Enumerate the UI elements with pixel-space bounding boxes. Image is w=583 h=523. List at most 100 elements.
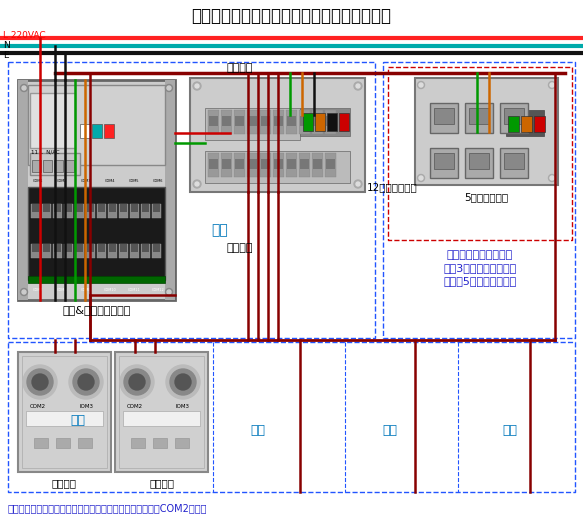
FancyBboxPatch shape [153,204,160,212]
Circle shape [78,374,94,390]
FancyBboxPatch shape [208,153,219,177]
FancyBboxPatch shape [430,103,458,133]
Circle shape [419,83,423,87]
FancyBboxPatch shape [109,204,116,212]
FancyBboxPatch shape [274,159,283,169]
Text: 科力屋基于总线分接器的系统总线连接示意图: 科力屋基于总线分接器的系统总线连接示意图 [191,7,391,25]
Circle shape [356,182,360,186]
Text: IOM3: IOM3 [79,404,93,410]
Text: N: N [3,41,10,51]
FancyBboxPatch shape [300,108,350,136]
Text: COM4: COM4 [105,179,115,183]
FancyBboxPatch shape [32,204,39,212]
FancyBboxPatch shape [465,148,493,178]
Circle shape [193,180,201,188]
FancyBboxPatch shape [75,204,84,218]
FancyBboxPatch shape [28,85,165,165]
Circle shape [175,374,191,390]
FancyBboxPatch shape [53,204,62,218]
FancyBboxPatch shape [65,244,72,252]
Circle shape [22,86,26,90]
Circle shape [27,369,53,395]
FancyBboxPatch shape [299,110,310,134]
FancyBboxPatch shape [500,148,528,178]
Text: COMB: COMB [80,288,92,292]
FancyBboxPatch shape [64,204,73,218]
FancyBboxPatch shape [430,148,458,178]
Text: 智能开关: 智能开关 [149,478,174,488]
FancyBboxPatch shape [115,352,208,472]
Circle shape [167,290,171,294]
FancyBboxPatch shape [141,204,150,218]
FancyBboxPatch shape [208,110,219,134]
FancyBboxPatch shape [534,116,545,132]
Text: COM3: COM3 [81,179,92,183]
FancyBboxPatch shape [313,159,322,169]
FancyBboxPatch shape [175,438,189,448]
FancyBboxPatch shape [119,244,128,258]
Circle shape [166,85,173,92]
FancyBboxPatch shape [300,116,309,126]
FancyBboxPatch shape [469,108,489,124]
FancyBboxPatch shape [31,244,40,258]
Text: COM2: COM2 [127,404,143,410]
FancyBboxPatch shape [205,151,350,183]
FancyBboxPatch shape [130,204,139,218]
FancyBboxPatch shape [42,204,51,218]
FancyBboxPatch shape [287,159,296,169]
FancyBboxPatch shape [209,159,218,169]
Text: COM5: COM5 [129,179,139,183]
FancyBboxPatch shape [65,204,72,212]
FancyBboxPatch shape [209,116,218,126]
FancyBboxPatch shape [98,204,105,212]
FancyBboxPatch shape [76,204,83,212]
FancyBboxPatch shape [18,352,111,472]
Circle shape [417,175,424,181]
FancyBboxPatch shape [130,244,139,258]
FancyBboxPatch shape [274,116,283,126]
FancyBboxPatch shape [34,438,48,448]
FancyBboxPatch shape [221,110,232,134]
FancyBboxPatch shape [86,244,95,258]
FancyBboxPatch shape [248,159,257,169]
Text: 主卧: 主卧 [382,424,398,437]
FancyBboxPatch shape [313,116,322,126]
Circle shape [166,365,200,399]
Circle shape [120,365,154,399]
Circle shape [22,290,26,294]
FancyBboxPatch shape [286,153,297,177]
FancyBboxPatch shape [141,244,150,258]
Text: COM10: COM10 [104,288,117,292]
FancyBboxPatch shape [97,204,106,218]
FancyBboxPatch shape [247,110,258,134]
FancyBboxPatch shape [325,153,336,177]
FancyBboxPatch shape [260,110,271,134]
FancyBboxPatch shape [28,276,165,283]
FancyBboxPatch shape [327,113,337,131]
FancyBboxPatch shape [325,110,336,134]
FancyBboxPatch shape [53,244,62,258]
FancyBboxPatch shape [287,116,296,126]
FancyBboxPatch shape [222,159,231,169]
FancyBboxPatch shape [31,204,40,218]
FancyBboxPatch shape [434,153,454,169]
FancyBboxPatch shape [80,124,90,138]
FancyBboxPatch shape [465,103,493,133]
FancyBboxPatch shape [76,244,83,252]
FancyBboxPatch shape [235,159,244,169]
Text: IOM3: IOM3 [176,404,190,410]
FancyBboxPatch shape [109,244,116,252]
Circle shape [550,83,554,87]
Circle shape [167,86,171,90]
FancyBboxPatch shape [92,124,102,138]
Circle shape [356,84,360,88]
Circle shape [549,175,556,181]
Circle shape [193,82,201,90]
FancyBboxPatch shape [43,244,50,252]
Text: 11 L  N/AC: 11 L N/AC [31,150,59,154]
FancyBboxPatch shape [153,438,167,448]
FancyBboxPatch shape [119,204,128,218]
FancyBboxPatch shape [153,244,160,252]
FancyBboxPatch shape [260,153,271,177]
FancyBboxPatch shape [434,108,454,124]
